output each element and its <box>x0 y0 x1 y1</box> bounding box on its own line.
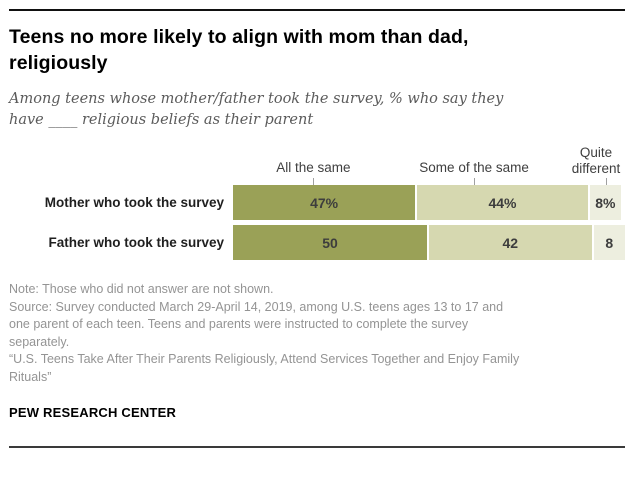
chart-subtitle: Among teens whose mother/father took the… <box>9 89 625 131</box>
bar-segment: 44% <box>417 185 590 220</box>
axis-tick <box>474 178 476 185</box>
axis-tick <box>313 178 315 185</box>
title-line-1: Teens no more likely to align with mom t… <box>9 26 469 48</box>
pew-chart-card: Teens no more likely to align with mom t… <box>0 9 639 448</box>
axis-tick <box>606 178 608 185</box>
bar-segment: 47% <box>233 185 418 220</box>
title-line-2: religiously <box>9 52 108 74</box>
bar-rows: Mother who took the survey 47% 44% 8% Father… <box>9 185 625 260</box>
legend-row: All the same Some of the same Quite diff… <box>233 141 625 185</box>
subtitle-line-1: Among teens whose mother/father took the… <box>9 91 504 107</box>
note-line: “U.S. Teens Take After Their Parents Rel… <box>9 352 520 366</box>
note-line: Note: Those who did not answer are not s… <box>9 282 274 296</box>
note-line: one parent of each teen. Teens and paren… <box>9 317 469 331</box>
bar-segment: 8% <box>589 185 622 220</box>
top-rule <box>9 9 625 11</box>
bar-row: Father who took the survey 50 42 8 <box>9 225 625 260</box>
row-label: Mother who took the survey <box>44 195 224 210</box>
legend-quite-different: Quite different <box>571 145 621 176</box>
bar-segment: 8 <box>593 225 625 260</box>
bottom-rule <box>9 446 625 448</box>
stacked-bar-chart: All the same Some of the same Quite diff… <box>9 141 625 260</box>
bar-track: 50 42 8 <box>233 225 625 260</box>
note-line: Source: Survey conducted March 29-April … <box>9 299 504 314</box>
bar-segment: 50 <box>233 225 429 260</box>
bar-segment: 42 <box>429 225 594 260</box>
legend-all-the-same: All the same <box>276 160 351 175</box>
legend-some-of-the-same: Some of the same <box>419 160 529 175</box>
bar-track: 47% 44% 8% <box>233 185 625 220</box>
note-line: separately. <box>9 334 70 349</box>
chart-notes: Note: Those who did not answer are not s… <box>9 281 625 386</box>
row-label: Father who took the survey <box>48 235 224 250</box>
note-line: Rituals” <box>9 369 52 384</box>
header-spacer <box>9 141 233 185</box>
subtitle-line-2: have ____ religious beliefs as their par… <box>9 112 314 128</box>
page-title: Teens no more likely to align with mom t… <box>9 24 625 76</box>
chart-header: All the same Some of the same Quite diff… <box>9 141 625 185</box>
pew-research-center-wordmark: PEW RESEARCH CENTER <box>9 405 177 420</box>
bar-row: Mother who took the survey 47% 44% 8% <box>9 185 625 220</box>
